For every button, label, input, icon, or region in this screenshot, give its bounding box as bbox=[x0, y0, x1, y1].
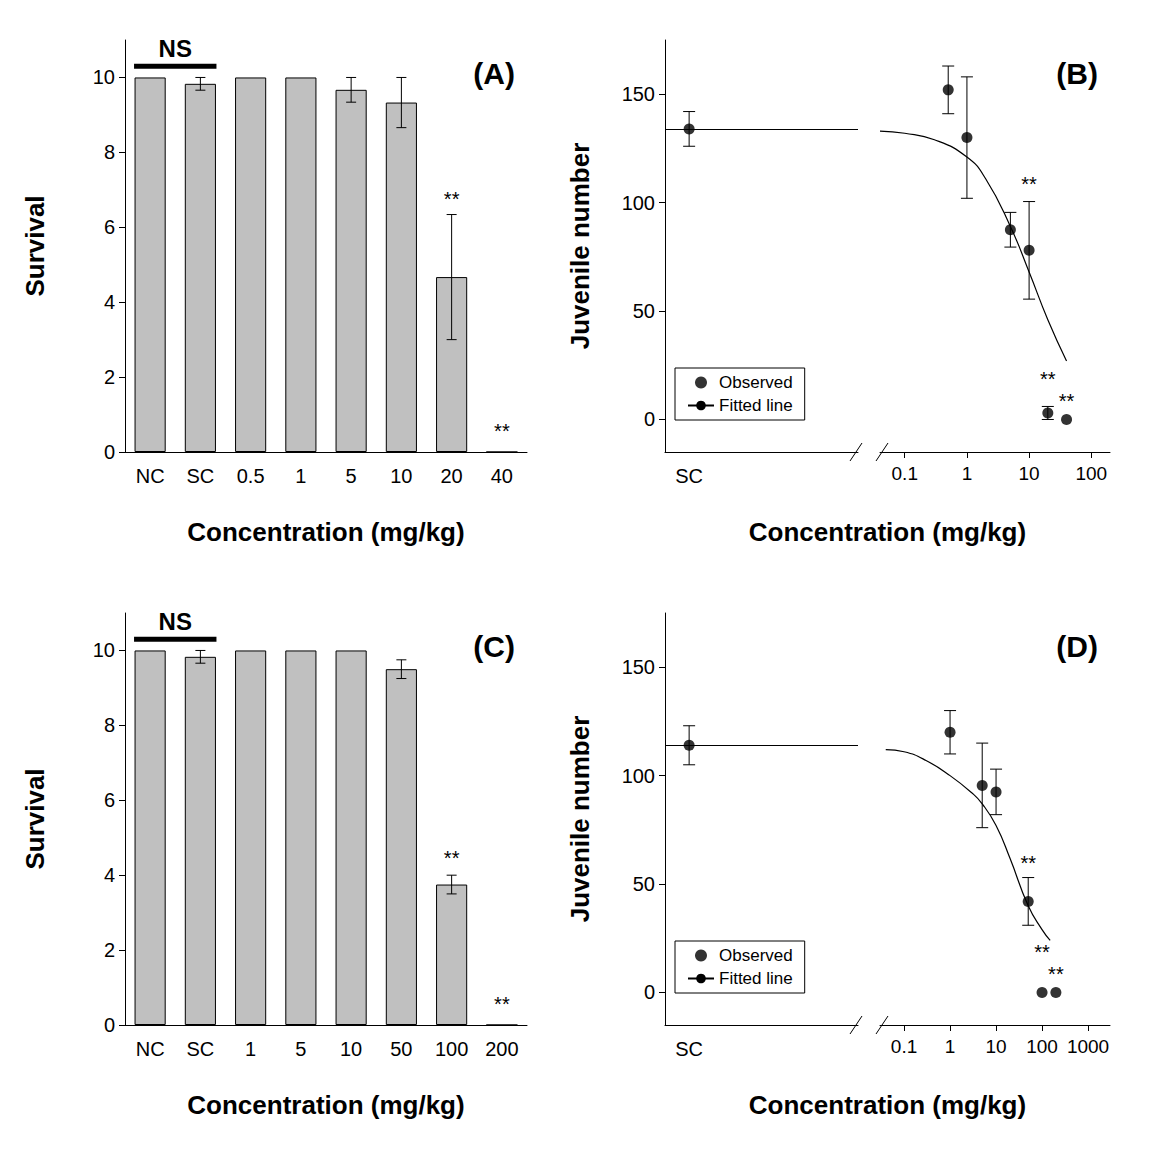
svg-text:200: 200 bbox=[485, 1038, 518, 1060]
svg-text:**: ** bbox=[494, 420, 510, 442]
svg-text:1: 1 bbox=[295, 465, 306, 487]
svg-text:Fitted line: Fitted line bbox=[719, 396, 793, 415]
svg-text:100: 100 bbox=[1075, 463, 1107, 484]
svg-text:NS: NS bbox=[159, 35, 192, 62]
svg-text:Observed: Observed bbox=[719, 373, 793, 392]
svg-text:10: 10 bbox=[390, 465, 412, 487]
svg-text:5: 5 bbox=[295, 1038, 306, 1060]
svg-text:4: 4 bbox=[104, 864, 115, 886]
svg-text:0.1: 0.1 bbox=[892, 463, 918, 484]
svg-text:100: 100 bbox=[1026, 1036, 1058, 1057]
svg-text:NC: NC bbox=[136, 1038, 165, 1060]
svg-text:50: 50 bbox=[633, 873, 655, 895]
svg-text:0.1: 0.1 bbox=[891, 1036, 917, 1057]
svg-text:**: ** bbox=[494, 993, 510, 1015]
svg-text:(A): (A) bbox=[473, 57, 515, 90]
svg-text:(B): (B) bbox=[1056, 57, 1098, 90]
svg-text:0: 0 bbox=[644, 408, 655, 430]
svg-text:4: 4 bbox=[104, 291, 115, 313]
svg-text:100: 100 bbox=[435, 1038, 468, 1060]
svg-text:SC: SC bbox=[186, 465, 214, 487]
svg-text:NS: NS bbox=[159, 608, 192, 635]
svg-text:2: 2 bbox=[104, 366, 115, 388]
svg-text:0: 0 bbox=[104, 1014, 115, 1036]
svg-text:0: 0 bbox=[104, 441, 115, 463]
svg-text:**: ** bbox=[1034, 941, 1050, 963]
svg-text:NC: NC bbox=[136, 465, 165, 487]
svg-text:1000: 1000 bbox=[1067, 1036, 1109, 1057]
svg-text:**: ** bbox=[1059, 390, 1075, 412]
svg-text:Concentration (mg/kg): Concentration (mg/kg) bbox=[187, 517, 464, 547]
svg-text:SC: SC bbox=[675, 465, 703, 487]
svg-text:**: ** bbox=[1048, 963, 1064, 985]
svg-text:(C): (C) bbox=[473, 630, 515, 663]
svg-text:10: 10 bbox=[340, 1038, 362, 1060]
svg-text:5: 5 bbox=[346, 465, 357, 487]
svg-text:10: 10 bbox=[985, 1036, 1006, 1057]
svg-text:0.5: 0.5 bbox=[237, 465, 265, 487]
svg-text:Concentration (mg/kg): Concentration (mg/kg) bbox=[749, 1090, 1026, 1120]
svg-text:10: 10 bbox=[93, 639, 115, 661]
svg-text:Concentration (mg/kg): Concentration (mg/kg) bbox=[187, 1090, 464, 1120]
svg-text:100: 100 bbox=[622, 192, 655, 214]
svg-text:100: 100 bbox=[622, 765, 655, 787]
svg-text:Observed: Observed bbox=[719, 946, 793, 965]
svg-text:50: 50 bbox=[390, 1038, 412, 1060]
svg-text:**: ** bbox=[1021, 173, 1037, 195]
svg-text:0: 0 bbox=[644, 981, 655, 1003]
svg-text:8: 8 bbox=[104, 141, 115, 163]
svg-text:1: 1 bbox=[945, 1036, 956, 1057]
svg-text:SC: SC bbox=[186, 1038, 214, 1060]
svg-text:(D): (D) bbox=[1056, 630, 1098, 663]
svg-text:150: 150 bbox=[622, 656, 655, 678]
svg-text:50: 50 bbox=[633, 300, 655, 322]
svg-text:**: ** bbox=[444, 188, 460, 210]
svg-text:Survival: Survival bbox=[20, 195, 50, 296]
svg-text:**: ** bbox=[444, 847, 460, 869]
svg-text:**: ** bbox=[1040, 368, 1056, 390]
svg-text:10: 10 bbox=[1019, 463, 1040, 484]
svg-text:1: 1 bbox=[962, 463, 973, 484]
svg-text:20: 20 bbox=[441, 465, 463, 487]
svg-text:1: 1 bbox=[245, 1038, 256, 1060]
svg-text:150: 150 bbox=[622, 83, 655, 105]
svg-text:6: 6 bbox=[104, 789, 115, 811]
svg-text:**: ** bbox=[1020, 852, 1036, 874]
svg-text:6: 6 bbox=[104, 216, 115, 238]
svg-text:Juvenile number: Juvenile number bbox=[565, 143, 595, 350]
svg-text:SC: SC bbox=[675, 1038, 703, 1060]
svg-text:10: 10 bbox=[93, 66, 115, 88]
svg-text:2: 2 bbox=[104, 939, 115, 961]
svg-text:Fitted line: Fitted line bbox=[719, 969, 793, 988]
svg-text:8: 8 bbox=[104, 714, 115, 736]
svg-text:Juvenile number: Juvenile number bbox=[565, 716, 595, 923]
svg-text:Survival: Survival bbox=[20, 768, 50, 869]
svg-text:Concentration (mg/kg): Concentration (mg/kg) bbox=[749, 517, 1026, 547]
svg-text:40: 40 bbox=[491, 465, 513, 487]
